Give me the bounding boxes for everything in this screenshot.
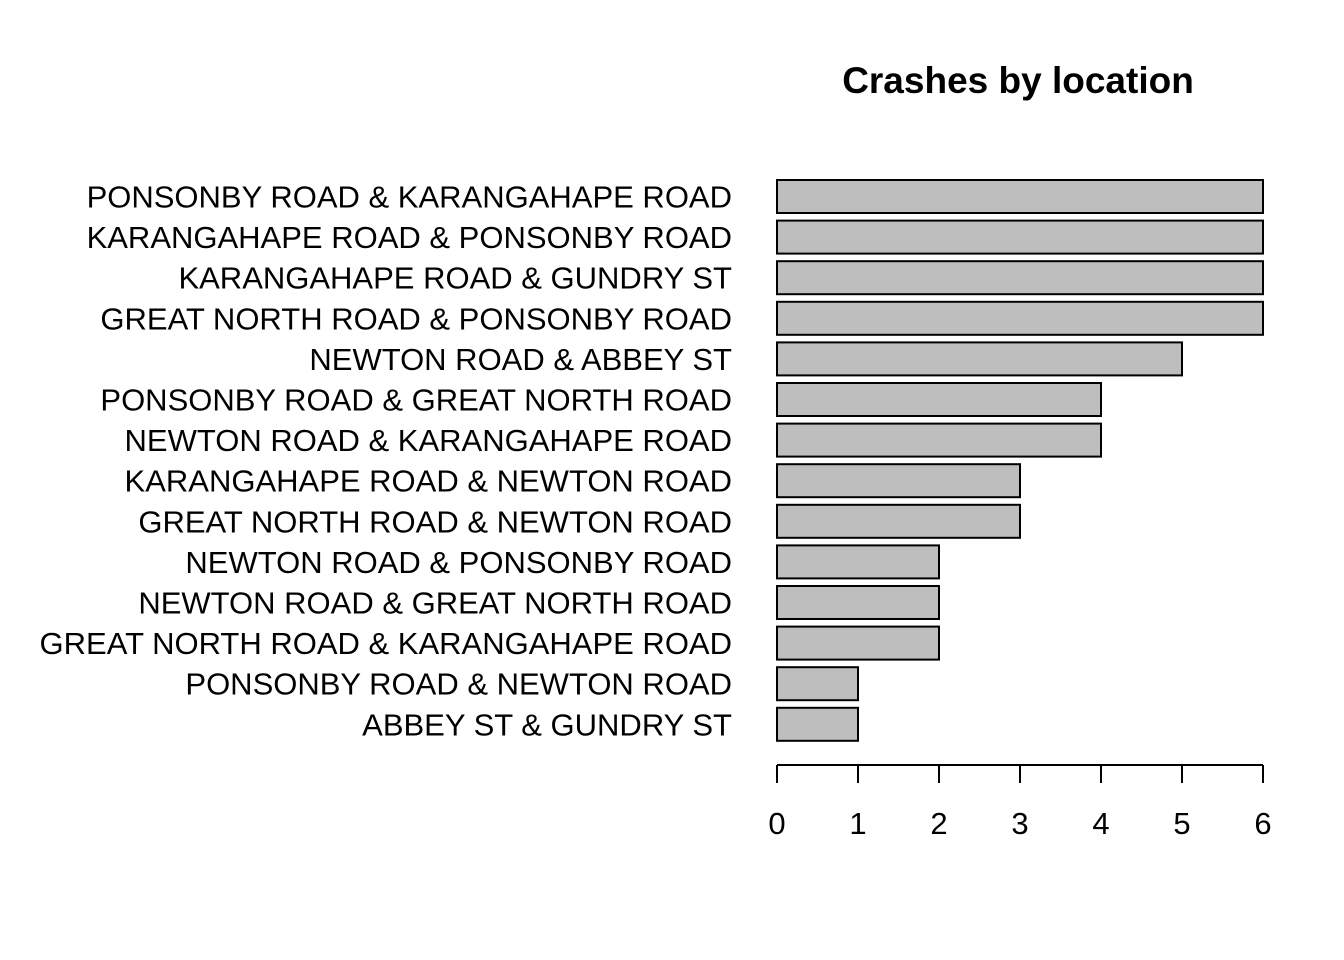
category-label: NEWTON ROAD & PONSONBY ROAD	[185, 545, 732, 580]
bar	[776, 706, 859, 742]
category-label: NEWTON ROAD & KARANGAHAPE ROAD	[125, 423, 732, 458]
x-tick-label: 1	[849, 806, 866, 841]
category-label: ABBEY ST & GUNDRY ST	[362, 707, 732, 742]
category-label: PONSONBY ROAD & NEWTON ROAD	[185, 667, 732, 702]
x-tick-label: 3	[1011, 806, 1028, 841]
x-axis: 0 1 2 3 4 5 6	[768, 764, 1272, 841]
category-label: PONSONBY ROAD & KARANGAHAPE ROAD	[87, 180, 732, 215]
category-label: KARANGAHAPE ROAD & NEWTON ROAD	[125, 464, 732, 499]
bar	[776, 585, 940, 620]
bar	[776, 382, 1102, 417]
x-tick-label: 6	[1254, 806, 1271, 841]
bar	[776, 625, 940, 661]
x-tick-label: 0	[768, 806, 785, 841]
category-label: KARANGAHAPE ROAD & PONSONBY ROAD	[87, 220, 732, 255]
bar	[776, 463, 1021, 499]
bars-group	[776, 179, 1264, 742]
chart-title: Crashes by location	[842, 60, 1194, 101]
category-label: NEWTON ROAD & GREAT NORTH ROAD	[138, 586, 732, 621]
bar	[776, 544, 940, 580]
x-tick-label: 4	[1092, 806, 1109, 841]
category-labels: PONSONBY ROAD & KARANGAHAPE ROAD KARANGAH…	[40, 180, 733, 743]
bar	[776, 260, 1264, 296]
x-tick-label: 5	[1173, 806, 1190, 841]
x-tick-label: 2	[930, 806, 947, 841]
category-label: PONSONBY ROAD & GREAT NORTH ROAD	[100, 383, 732, 418]
bar	[776, 503, 1021, 539]
bar	[776, 422, 1102, 458]
bar	[776, 179, 1264, 214]
category-label: GREAT NORTH ROAD & PONSONBY ROAD	[100, 301, 732, 336]
bar	[776, 666, 859, 702]
category-label: NEWTON ROAD & ABBEY ST	[309, 342, 732, 377]
bar	[776, 219, 1264, 255]
category-label: GREAT NORTH ROAD & KARANGAHAPE ROAD	[40, 626, 732, 661]
category-label: GREAT NORTH ROAD & NEWTON ROAD	[138, 504, 732, 539]
bar	[776, 341, 1183, 377]
bar	[776, 300, 1264, 336]
category-label: KARANGAHAPE ROAD & GUNDRY ST	[178, 261, 732, 296]
